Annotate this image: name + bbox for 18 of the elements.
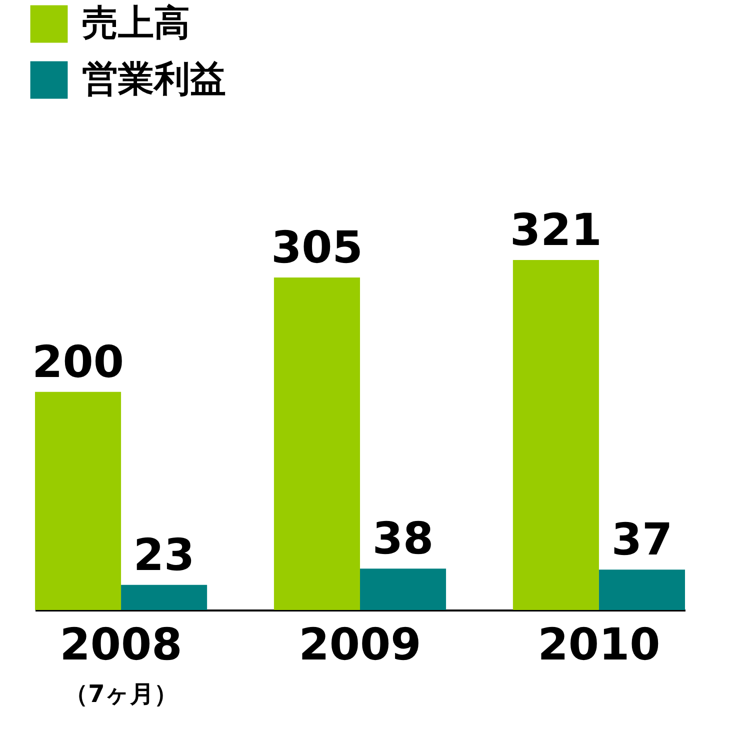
bar bbox=[598, 570, 685, 610]
x-tick-label: 2010 bbox=[538, 620, 660, 670]
bar bbox=[274, 277, 360, 610]
data-label: 305 bbox=[271, 222, 363, 274]
data-label: 200 bbox=[32, 336, 124, 388]
bar bbox=[512, 260, 599, 610]
bar bbox=[121, 584, 208, 610]
data-label: 321 bbox=[510, 205, 602, 256]
data-label: 23 bbox=[133, 530, 195, 581]
x-tick-label: 2008 bbox=[60, 620, 182, 670]
bar bbox=[35, 392, 122, 610]
data-label: 38 bbox=[372, 514, 434, 565]
x-tick-label: 2009 bbox=[298, 620, 422, 670]
bar bbox=[360, 568, 446, 610]
text: （7ヶ月） bbox=[64, 680, 178, 708]
legend-label: 営業利益 bbox=[82, 59, 226, 100]
legend-label: 売上高 bbox=[82, 3, 190, 44]
data-label: 37 bbox=[611, 514, 673, 566]
